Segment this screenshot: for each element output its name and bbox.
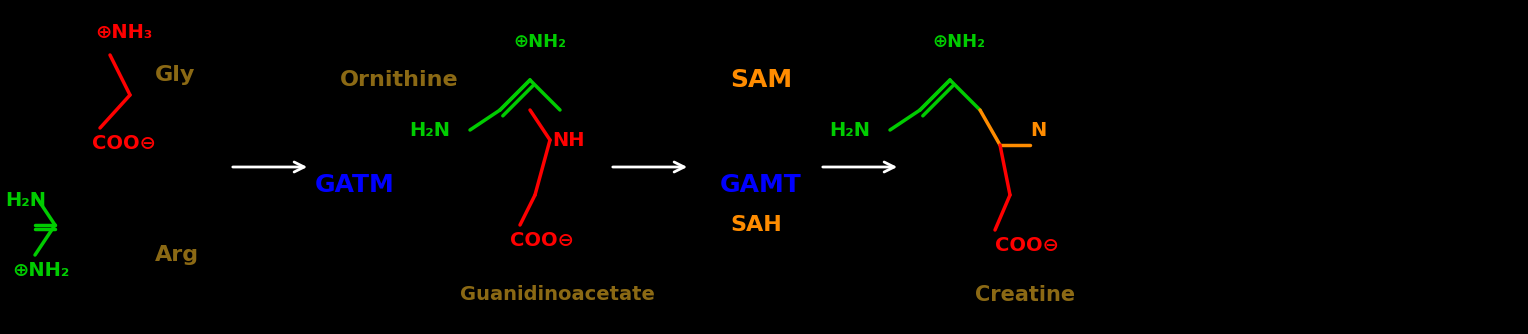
Text: GATM: GATM [315, 173, 394, 197]
Text: H₂N: H₂N [410, 121, 451, 140]
Text: Ornithine: Ornithine [341, 70, 458, 90]
Text: Arg: Arg [154, 245, 199, 265]
Text: N: N [1030, 121, 1047, 140]
Text: ⊕NH₃: ⊕NH₃ [95, 22, 153, 41]
Text: ⊕NH₂: ⊕NH₂ [12, 261, 69, 280]
Text: Guanidinoacetate: Guanidinoacetate [460, 286, 656, 305]
Text: ⊕NH₂: ⊕NH₂ [513, 33, 565, 51]
Text: ⊕NH₂: ⊕NH₂ [932, 33, 986, 51]
Text: H₂N: H₂N [830, 121, 869, 140]
Text: Creatine: Creatine [975, 285, 1076, 305]
Text: SAM: SAM [730, 68, 792, 92]
Text: H₂N: H₂N [5, 190, 46, 209]
Text: COO⊖: COO⊖ [92, 134, 156, 153]
Text: COO⊖: COO⊖ [995, 235, 1059, 255]
Text: GAMT: GAMT [720, 173, 802, 197]
Text: SAH: SAH [730, 215, 782, 235]
Text: Gly: Gly [154, 65, 196, 85]
Text: COO⊖: COO⊖ [510, 230, 575, 249]
Text: NH: NH [552, 131, 585, 150]
